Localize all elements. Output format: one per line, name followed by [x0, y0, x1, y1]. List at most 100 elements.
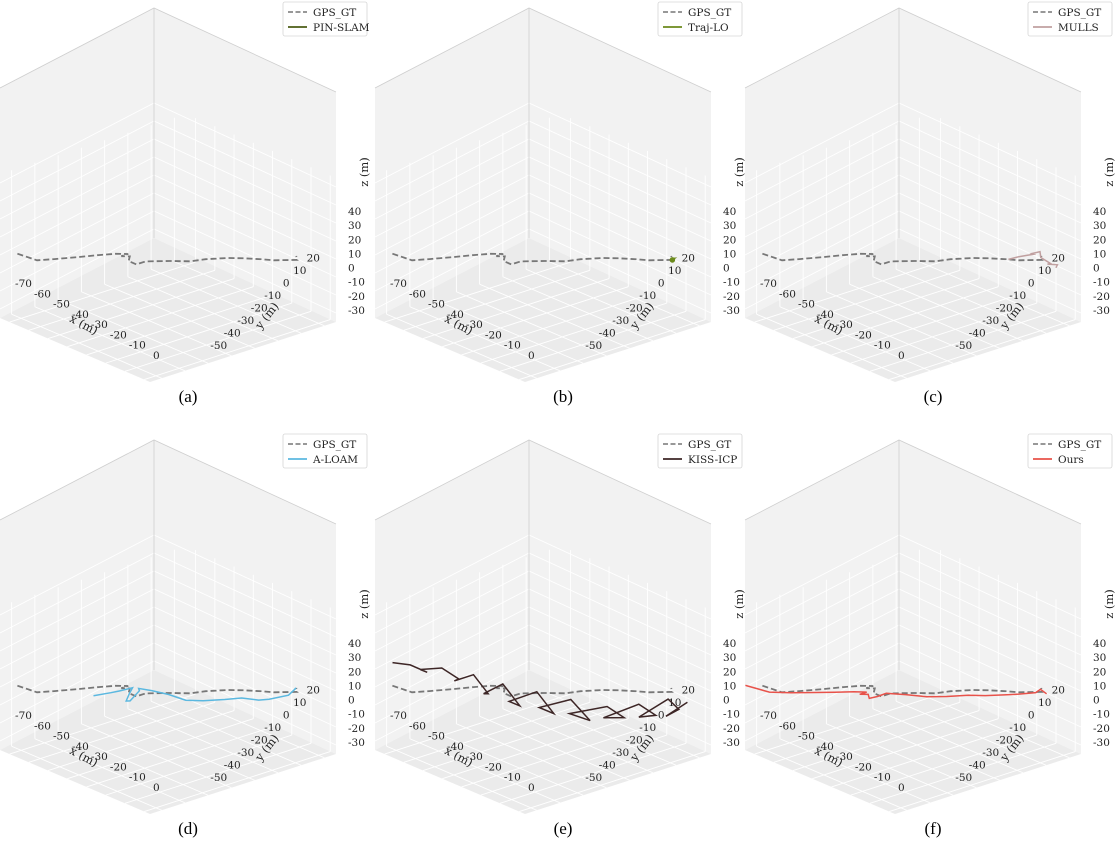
y-gridline — [479, 283, 630, 349]
z-tick-label: 10 — [723, 680, 736, 692]
back-right-pane — [154, 440, 336, 754]
x-gridline — [105, 734, 292, 796]
y-tick-label: -20 — [251, 302, 268, 314]
legend: GPS_GT MULLS — [1027, 1, 1113, 37]
z-tick-label: -10 — [1093, 277, 1110, 289]
z-tick-label: 30 — [723, 220, 736, 232]
y-gridline — [456, 291, 607, 357]
y-tick-label: -40 — [599, 759, 616, 771]
z-tick-label: 30 — [348, 220, 361, 232]
x-tick-label: -30 — [466, 751, 483, 763]
y-tick-label: -50 — [955, 772, 972, 784]
z-tick-label: -10 — [723, 277, 740, 289]
z-tick-label: -10 — [348, 709, 365, 721]
z-tick-label: -30 — [723, 737, 740, 749]
y-tick-label: -30 — [237, 315, 254, 327]
z-tick-label: 30 — [1093, 220, 1106, 232]
y-tick-label: -50 — [210, 772, 227, 784]
legend-gt-label: GPS_GT — [313, 7, 356, 19]
y-gridline — [919, 693, 1070, 759]
x-gridline — [480, 734, 667, 796]
x-gridline — [384, 261, 571, 323]
y-gridline — [386, 313, 537, 379]
z-tick-label: 20 — [1093, 666, 1106, 678]
x-tick-label: -70 — [15, 278, 32, 290]
x-tick-label: -40 — [447, 741, 464, 753]
back-left-pane — [0, 8, 154, 318]
x-tick-label: -60 — [34, 720, 51, 732]
gt-trajectory — [392, 684, 674, 698]
y-tick-label: 20 — [307, 684, 320, 696]
y-tick-label: -50 — [210, 340, 227, 352]
back-left-pane — [745, 440, 899, 750]
x-gridline — [831, 294, 1018, 356]
y-tick-label: 0 — [283, 709, 290, 721]
y-gridline — [57, 730, 209, 796]
panel-caption: (b) — [553, 387, 573, 406]
z-tick-label: -30 — [1093, 305, 1110, 317]
y-gridline — [479, 715, 630, 781]
x-tick-label: -40 — [72, 741, 89, 753]
z-tick-label: -30 — [348, 305, 365, 317]
estimated-trajectory — [392, 661, 688, 722]
y-gridline — [409, 306, 561, 372]
z-tick-label: 30 — [723, 652, 736, 664]
x-tick-label: -70 — [15, 710, 32, 722]
y-tick-label: -50 — [585, 340, 602, 352]
y-tick-label: -10 — [264, 722, 281, 734]
y-gridline — [826, 291, 977, 357]
x-tick-label: -60 — [779, 720, 796, 732]
y-tick-label: -30 — [982, 315, 999, 327]
z-axis-label: z (m) — [1102, 589, 1116, 619]
y-tick-label: -10 — [639, 722, 656, 734]
x-tick-label: -10 — [504, 772, 521, 784]
x-gridline — [144, 319, 331, 380]
y-gridline — [34, 738, 186, 804]
x-tick-label: -60 — [409, 288, 426, 300]
x-gridline — [519, 319, 706, 380]
x-gridline — [442, 718, 629, 780]
legend-est-label: PIN-SLAM — [313, 22, 370, 34]
x-gridline — [124, 742, 312, 804]
x-gridline — [67, 718, 254, 780]
z-tick-label: -20 — [723, 723, 740, 735]
y-tick-label: -10 — [639, 290, 656, 302]
x-gridline — [105, 302, 292, 364]
z-tick-label: 10 — [1093, 680, 1106, 692]
x-tick-label: -10 — [129, 772, 146, 784]
y-tick-label: 20 — [307, 252, 320, 264]
y-gridline — [919, 261, 1070, 327]
x-gridline — [812, 286, 999, 348]
x-tick-label: -30 — [836, 751, 853, 763]
y-tick-label: 10 — [293, 697, 306, 709]
y-gridline — [456, 723, 607, 789]
x-tick-label: -70 — [390, 710, 407, 722]
panel-caption: (d) — [178, 819, 198, 838]
y-gridline — [432, 730, 584, 796]
y-gridline — [81, 723, 232, 789]
y-tick-label: -40 — [599, 327, 616, 339]
z-tick-label: 30 — [348, 652, 361, 664]
x-gridline — [28, 269, 215, 331]
y-tick-label: 20 — [1052, 684, 1065, 696]
y-gridline — [872, 708, 1024, 774]
x-tick-label: -60 — [34, 288, 51, 300]
z-tick-label: -20 — [723, 291, 740, 303]
x-tick-label: -40 — [72, 309, 89, 321]
floor-pane — [0, 670, 336, 814]
z-tick-label: 0 — [348, 695, 355, 707]
z-tick-label: 40 — [723, 206, 736, 218]
legend-est-label: A-LOAM — [312, 454, 358, 466]
x-gridline — [792, 278, 980, 339]
y-gridline — [549, 261, 700, 327]
x-tick-label: -40 — [817, 741, 834, 753]
z-tick-label: 10 — [348, 248, 361, 260]
x-gridline — [47, 710, 235, 771]
z-tick-label: 40 — [348, 206, 361, 218]
y-gridline — [849, 283, 1000, 349]
y-tick-label: -30 — [237, 747, 254, 759]
z-tick-label: -20 — [1093, 723, 1110, 735]
